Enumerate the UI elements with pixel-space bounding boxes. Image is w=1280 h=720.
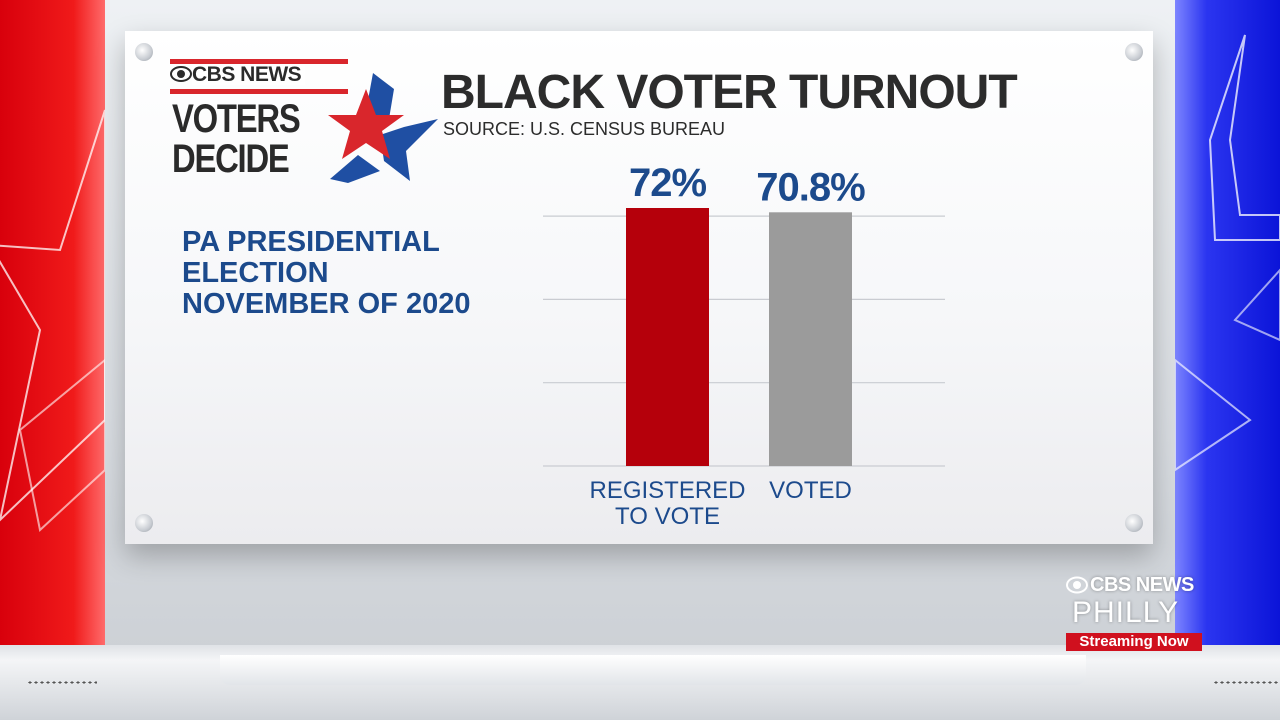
cbs-eye-icon: [170, 66, 192, 82]
logo-network-text: CBS NEWS: [192, 64, 306, 85]
panel-bolt: [1125, 514, 1143, 532]
graphic-panel: CBS NEWS VOTERS DECIDE BLACK VOTER TURNO…: [125, 31, 1153, 544]
category-label: REGISTERED: [589, 477, 745, 504]
cbs-eye-icon: [1066, 576, 1088, 594]
category-label: TO VOTE: [615, 503, 720, 530]
blue-side-panel: [1175, 0, 1280, 645]
data-label: 70.8%: [756, 165, 865, 209]
chart-title: BLACK VOTER TURNOUT: [441, 66, 1018, 119]
star-outline-decoration: [0, 109, 105, 532]
bar-1: [626, 208, 709, 466]
star-outline-decoration: [1175, 34, 1280, 472]
logo-decide-text: DECIDE: [172, 137, 290, 181]
star-icon: [328, 73, 438, 183]
subtitle-line: ELECTION: [182, 257, 329, 289]
category-label: VOTED: [769, 477, 852, 504]
streaming-now-badge: Streaming Now: [1066, 633, 1202, 651]
panel-bolt: [135, 43, 153, 61]
watermark-network: CBS NEWS: [1090, 574, 1194, 596]
studio-floor-edge: [220, 655, 1086, 685]
panel-bolt: [135, 514, 153, 532]
watermark-station: PHILLY: [1072, 596, 1180, 629]
flag-stripes-graphic: [170, 59, 348, 94]
subtitle-line: PA PRESIDENTIAL: [182, 226, 440, 258]
data-label: 72%: [629, 161, 706, 205]
subtitle-line: NOVEMBER OF 2020: [182, 288, 471, 320]
logo-voters-text: VOTERS: [172, 97, 301, 141]
panel-bolt: [1125, 43, 1143, 61]
bar-2: [769, 212, 852, 466]
source-note: SOURCE: U.S. CENSUS BUREAU: [443, 119, 726, 139]
red-side-panel: [0, 0, 105, 645]
floor-light-strip: [1213, 681, 1280, 684]
voters-decide-logo: CBS NEWS VOTERS DECIDE: [170, 53, 438, 183]
election-subtitle: PA PRESIDENTIAL ELECTION NOVEMBER OF 202…: [182, 227, 470, 320]
cbs-news-philly-watermark: CBS NEWS PHILLY Streaming Now: [1066, 574, 1206, 654]
floor-light-strip: [27, 681, 97, 684]
